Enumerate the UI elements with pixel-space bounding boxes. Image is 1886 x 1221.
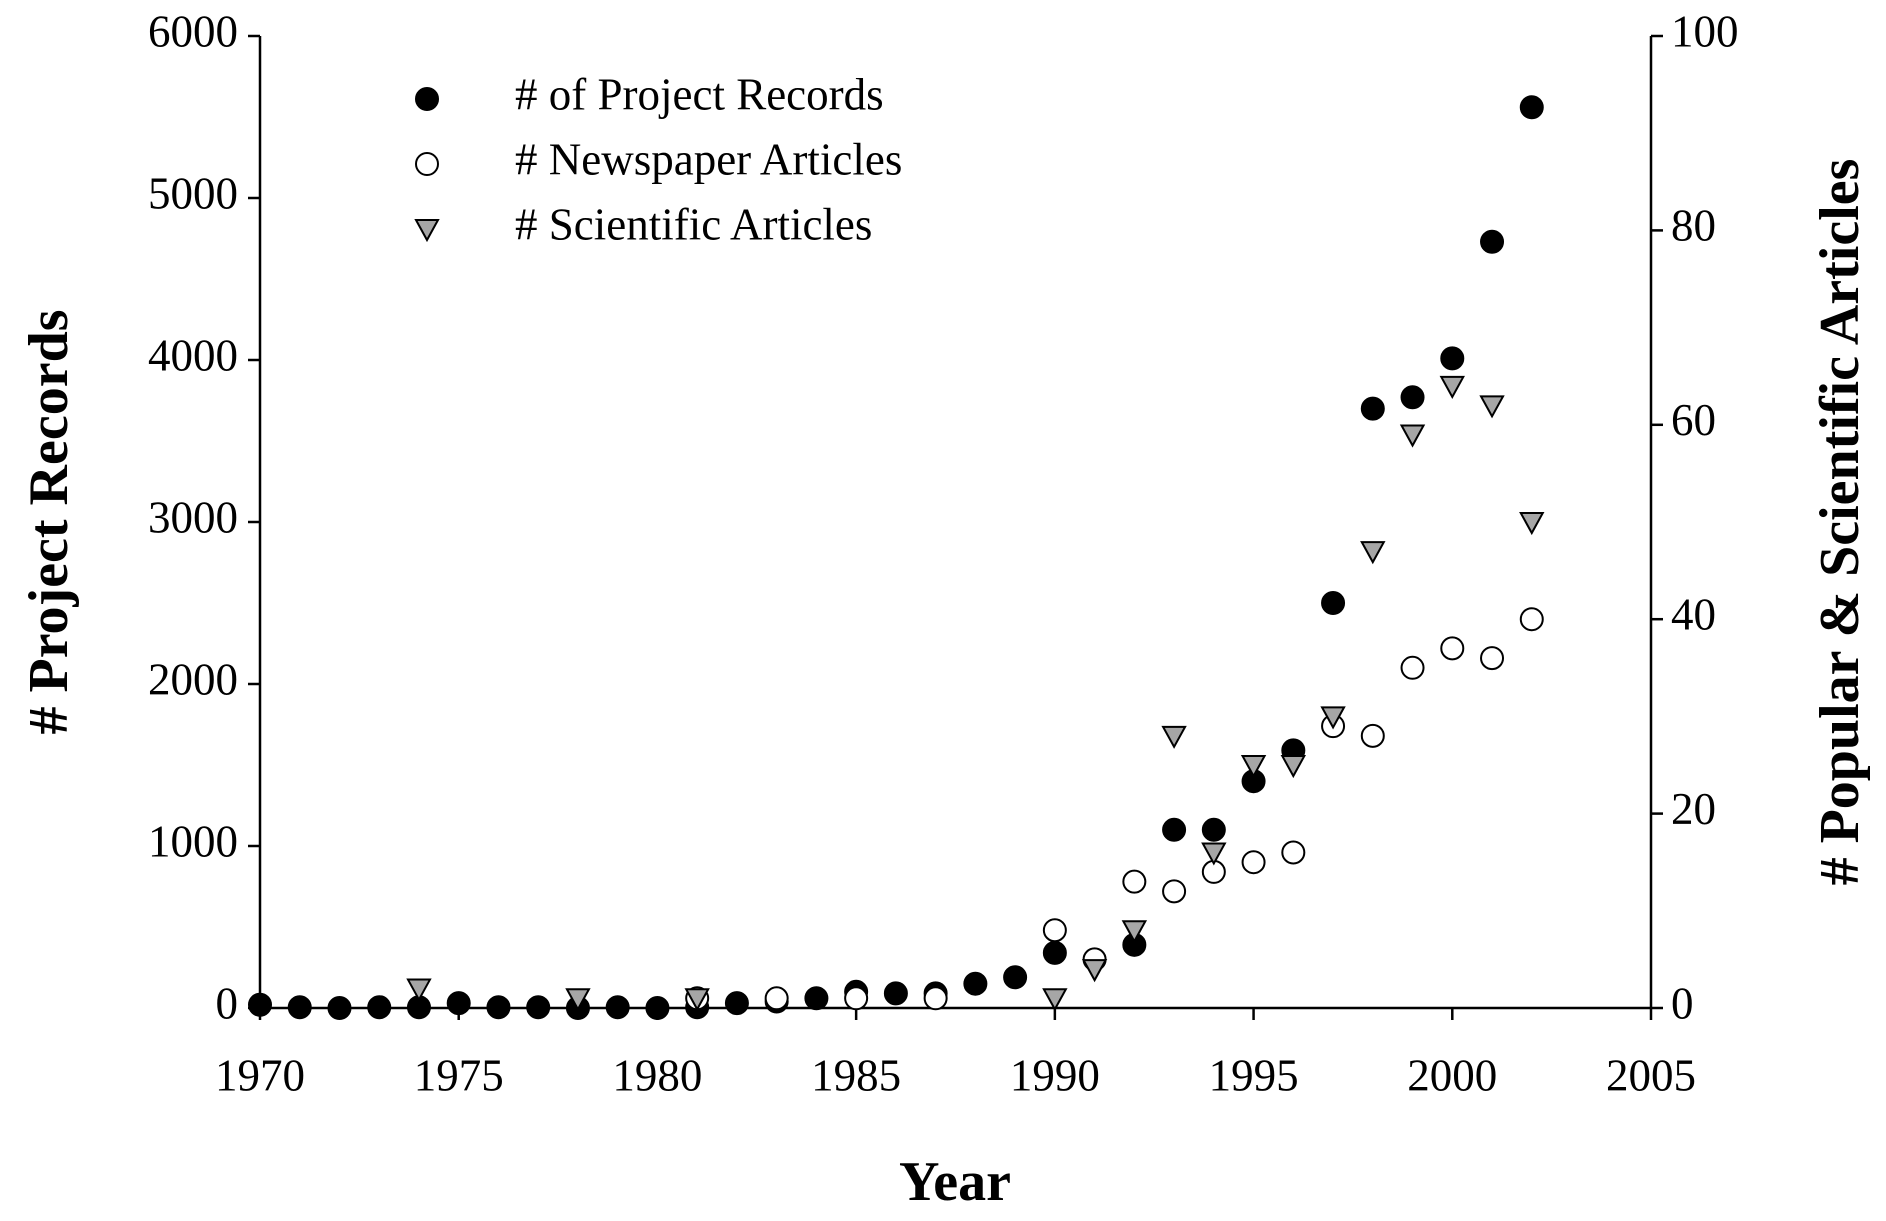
point (486, 995, 511, 1020)
x-tick-label: 2000 (1407, 1050, 1497, 1100)
y2-tick-label: 60 (1671, 395, 1716, 445)
y2-tick-label: 80 (1671, 201, 1716, 251)
point (1280, 755, 1307, 779)
point (526, 995, 551, 1020)
x-tick-label: 1985 (811, 1050, 901, 1100)
x-tick-label: 1995 (1209, 1050, 1299, 1100)
point (1042, 918, 1067, 943)
legend-label: # of Project Records (515, 69, 884, 119)
point (1161, 725, 1187, 749)
point (1400, 385, 1425, 410)
point (764, 986, 789, 1011)
point (248, 992, 272, 1017)
y-tick-label: 5000 (148, 168, 238, 218)
point (1360, 396, 1385, 421)
point (1440, 636, 1465, 661)
point (1201, 817, 1226, 842)
point (1162, 879, 1187, 904)
point (1400, 655, 1425, 680)
legend-marker (415, 152, 439, 176)
y-axis-title: # Project Records (18, 309, 80, 734)
point (1162, 817, 1187, 842)
point (963, 971, 988, 996)
y2-tick-label: 40 (1671, 590, 1716, 640)
point (1081, 959, 1108, 983)
point (1479, 395, 1505, 419)
point (1042, 988, 1068, 1012)
point (565, 988, 591, 1012)
point (1121, 920, 1148, 944)
point (1439, 375, 1465, 399)
y2-tick-label: 0 (1671, 978, 1694, 1028)
point (406, 978, 432, 1002)
point (724, 991, 749, 1016)
x-tick-label: 1980 (612, 1050, 702, 1100)
point (1042, 940, 1067, 965)
point (1321, 591, 1346, 615)
point (1241, 850, 1266, 875)
point (923, 986, 948, 1011)
point (1122, 869, 1147, 894)
y-tick-label: 0 (216, 978, 239, 1028)
x-tick-label: 1990 (1010, 1050, 1100, 1100)
point (1519, 512, 1545, 536)
y-tick-label: 6000 (148, 6, 238, 56)
x-axis-title: Year (899, 1151, 1011, 1213)
x-tick-label: 1970 (215, 1050, 305, 1100)
legend-label: # Scientific Articles (515, 199, 872, 249)
point (287, 995, 312, 1020)
point (883, 981, 908, 1006)
point (1480, 229, 1505, 254)
point (1399, 424, 1426, 448)
point (605, 995, 630, 1020)
y-tick-label: 1000 (148, 816, 238, 866)
legend-marker (414, 219, 440, 243)
legend-label: # Newspaper Articles (515, 134, 902, 184)
y-tick-label: 2000 (148, 654, 238, 704)
point (1480, 646, 1505, 671)
y-tick-label: 4000 (148, 330, 238, 380)
point (1320, 706, 1346, 730)
y2-tick-label: 20 (1671, 784, 1716, 834)
point (684, 988, 710, 1012)
point (1519, 607, 1544, 632)
x-tick-label: 2005 (1606, 1050, 1696, 1100)
point (645, 996, 670, 1020)
point (327, 996, 352, 1020)
point (1240, 755, 1267, 779)
point (1003, 965, 1028, 990)
legend-marker (415, 87, 439, 111)
point (844, 986, 869, 1011)
point (804, 986, 829, 1011)
point (1519, 95, 1544, 120)
y2-axis-title: # Popular & Scientific Articles (1809, 159, 1871, 886)
y-tick-label: 3000 (148, 492, 238, 542)
point (1440, 346, 1465, 371)
point (1360, 723, 1385, 748)
point (1201, 842, 1227, 866)
point (1360, 541, 1386, 565)
x-tick-label: 1975 (414, 1050, 504, 1100)
point (446, 991, 471, 1016)
point (367, 995, 392, 1020)
point (1281, 840, 1306, 865)
y2-tick-label: 100 (1671, 6, 1739, 56)
